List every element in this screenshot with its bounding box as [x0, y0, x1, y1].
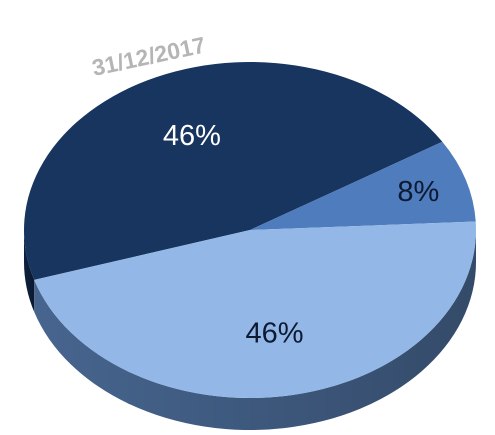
- slice-labels: 46% 8% 46%: [163, 120, 439, 349]
- pie-slice-side-shade-3: [34, 230, 477, 431]
- pie-slice-1: [23, 62, 443, 280]
- pie-side-walls: [24, 230, 477, 431]
- pie-slice-2: [250, 141, 476, 230]
- pie-slice-3: [34, 221, 477, 399]
- slice-label-2: 8%: [397, 176, 439, 208]
- pie-slices: [23, 62, 477, 399]
- pie-slice-side-shade-1: [24, 230, 35, 312]
- slice-label-3: 46%: [246, 318, 304, 350]
- slice-label-1: 46%: [163, 120, 221, 152]
